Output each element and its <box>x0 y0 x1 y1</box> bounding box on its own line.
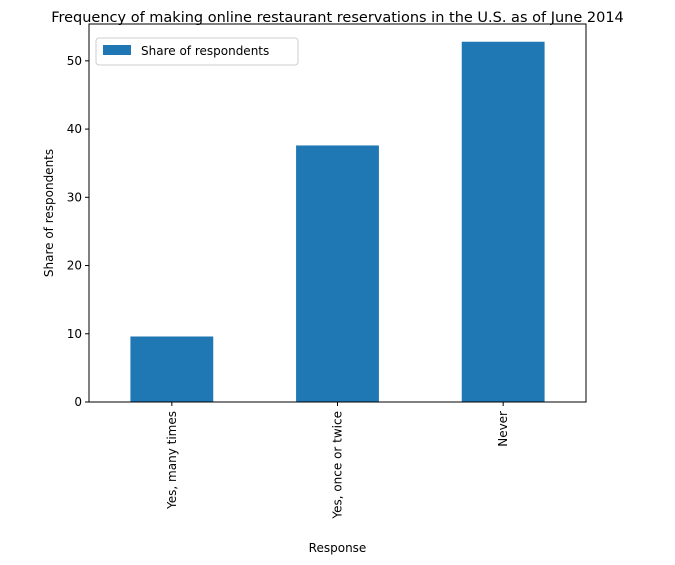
bar-0 <box>130 336 214 402</box>
y-tick-label-2: 20 <box>67 259 82 273</box>
legend-label: Share of respondents <box>141 44 269 58</box>
y-tick-label-1: 10 <box>67 327 82 341</box>
x-tick-label-1: Yes, once or twice <box>331 411 345 520</box>
x-axis-label: Response <box>309 541 367 555</box>
y-tick-label-5: 50 <box>67 54 82 68</box>
bar-2 <box>461 41 545 402</box>
legend-swatch <box>103 45 131 55</box>
y-axis-label: Share of respondents <box>42 149 56 277</box>
y-axis-ticks: 0 10 20 30 40 50 <box>67 54 89 409</box>
x-tick-label-2: Never <box>496 411 510 447</box>
legend-box <box>95 37 299 66</box>
y-tick-label-4: 40 <box>67 122 82 136</box>
bars-group <box>130 41 545 402</box>
legend: Share of respondents <box>95 37 299 66</box>
y-tick-label-3: 30 <box>67 190 82 204</box>
chart-title: Frequency of making online restaurant re… <box>51 10 624 26</box>
x-axis-ticks: Yes, many times Yes, once or twice Never <box>165 402 510 520</box>
y-tick-label-0: 0 <box>74 395 82 409</box>
x-tick-label-0: Yes, many times <box>165 411 179 510</box>
bar-1 <box>296 145 379 402</box>
